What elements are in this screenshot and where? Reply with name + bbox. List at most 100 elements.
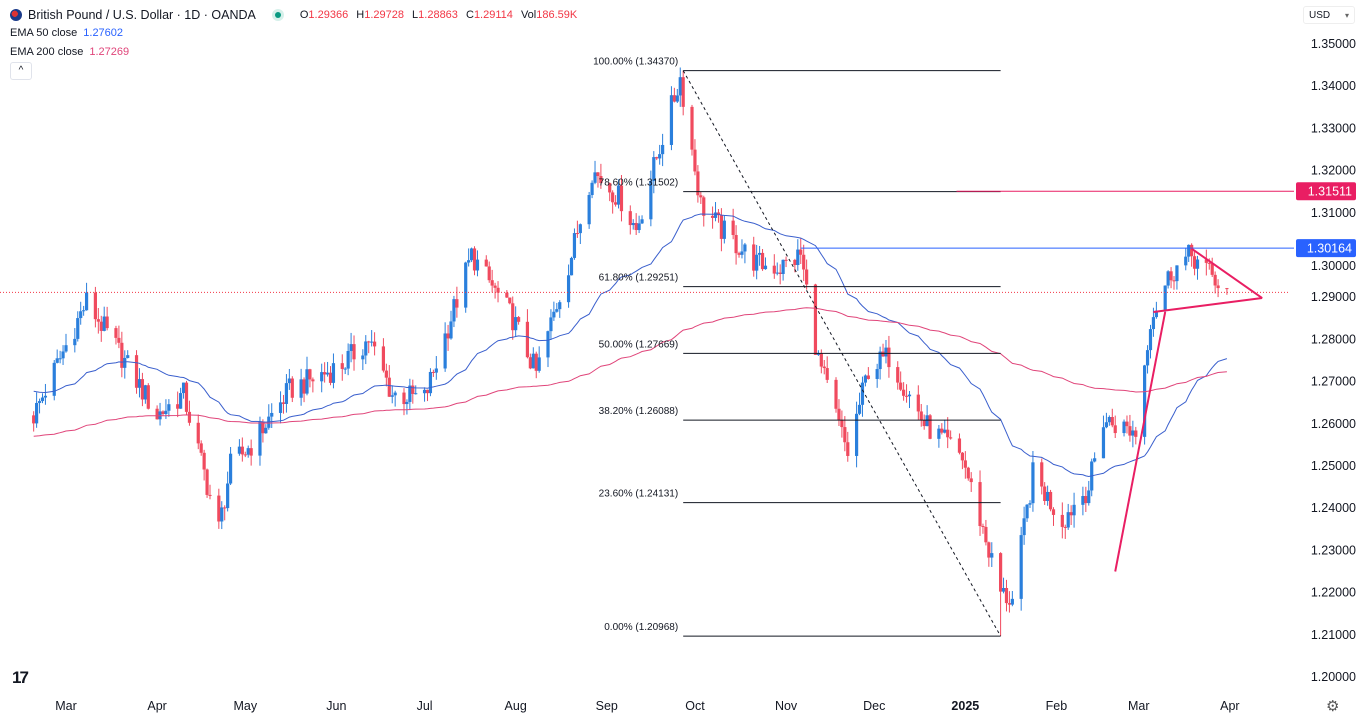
candle-body (126, 355, 130, 358)
candle-body (846, 442, 850, 456)
candle-body (199, 443, 203, 453)
candle-body (1172, 280, 1176, 282)
candle-body (899, 382, 903, 390)
candle-body (467, 260, 471, 263)
candle-body (164, 410, 168, 415)
candle-body (249, 448, 253, 456)
candle-body (957, 438, 962, 453)
candle-body (854, 413, 859, 456)
candle-body (343, 368, 347, 370)
collapse-legend-button[interactable]: ^ (10, 62, 32, 80)
y-tick-label: 1.23000 (1311, 543, 1356, 557)
candle-body (431, 371, 435, 373)
candle-body (755, 254, 759, 271)
candle-body (405, 401, 409, 405)
y-tick-label: 1.26000 (1311, 417, 1356, 431)
price-axis-badge-label: 1.31511 (1308, 185, 1352, 199)
candle-body (434, 368, 438, 373)
candle-body (702, 197, 706, 216)
candle-body (590, 182, 594, 196)
candle-body (722, 220, 726, 239)
candle-body (566, 275, 571, 303)
candle-body (1110, 417, 1114, 426)
candle-body (261, 421, 265, 434)
candle-body (40, 397, 45, 402)
candle-body (658, 154, 662, 159)
candle-body (1166, 271, 1170, 286)
candle-body (1169, 271, 1173, 281)
candle-body (1154, 310, 1158, 318)
candle-body (1210, 263, 1214, 275)
candle-body (784, 259, 788, 261)
candle-body (637, 223, 641, 231)
tradingview-logo[interactable]: 17 (12, 668, 29, 687)
candle-body (372, 341, 377, 347)
candle-body (919, 411, 923, 421)
candle-body (1066, 512, 1070, 528)
candle-body (1122, 421, 1126, 434)
candle-body (349, 344, 353, 352)
candle-body (528, 357, 532, 369)
fib-level-label: 0.00% (1.20968) (604, 622, 678, 633)
ema200-legend[interactable]: EMA 200 close 1.27269 (10, 46, 130, 58)
candle-body (140, 379, 145, 400)
ema50-legend[interactable]: EMA 50 close 1.27602 (10, 27, 124, 39)
candle-body (587, 195, 591, 225)
candle-body (628, 211, 632, 226)
candle-body (184, 382, 189, 412)
candle-body (99, 321, 103, 331)
candle-body (181, 382, 186, 394)
candle-body (340, 363, 344, 369)
candle-body (411, 385, 415, 394)
candle-body (743, 244, 747, 252)
y-tick-label: 1.20000 (1311, 670, 1356, 684)
candle-body (1204, 259, 1208, 263)
symbol-title[interactable]: British Pound / U.S. Dollar · 1D · OANDA (28, 8, 256, 22)
candle-body (990, 553, 994, 558)
y-tick-label: 1.32000 (1311, 164, 1356, 178)
candle-body (1107, 417, 1111, 423)
candle-body (1031, 462, 1035, 504)
candle-body (346, 351, 350, 369)
candle-body (176, 404, 180, 409)
candle-body (367, 341, 371, 343)
candle-body (161, 411, 165, 415)
candle-body (799, 249, 803, 255)
candle-body (475, 259, 480, 271)
candle-body (887, 347, 891, 368)
candle-body (907, 394, 912, 397)
candle-body (202, 452, 206, 470)
candle-body (969, 478, 973, 483)
candle-body (134, 355, 139, 388)
candle-body (837, 408, 841, 420)
candle-body (226, 483, 230, 509)
market-open-status-icon (271, 9, 284, 21)
gear-icon[interactable]: ⚙ (1326, 698, 1340, 715)
candle-body (796, 249, 800, 266)
candle-body (93, 292, 97, 320)
candle-body (1151, 317, 1156, 330)
currency-select[interactable]: USD ▾ (1303, 6, 1355, 24)
candle-body (331, 363, 336, 383)
ohlc-readout: O1.29366 H1.29728 L1.28863 C1.29114 Vol1… (299, 9, 578, 21)
candle-body (1004, 588, 1009, 604)
candle-body (949, 437, 953, 439)
pennant-upper-trendline (1191, 247, 1263, 299)
candle-body (1084, 496, 1088, 504)
y-tick-label: 1.35000 (1311, 37, 1356, 51)
candle-body (1051, 509, 1056, 515)
fib-level-label: 50.00% (1.27669) (599, 339, 679, 350)
y-tick-label: 1.27000 (1311, 375, 1356, 389)
candle-body (179, 393, 183, 409)
candle-body (414, 393, 418, 395)
candle-body (505, 292, 509, 298)
candle-body (613, 202, 618, 205)
candle-body (1081, 496, 1085, 505)
candle-body (208, 494, 212, 496)
candle-body (79, 311, 83, 319)
candle-body (264, 427, 268, 434)
x-tick-label: Apr (1220, 699, 1239, 713)
candle-body (569, 257, 574, 276)
candle-body (928, 415, 932, 439)
